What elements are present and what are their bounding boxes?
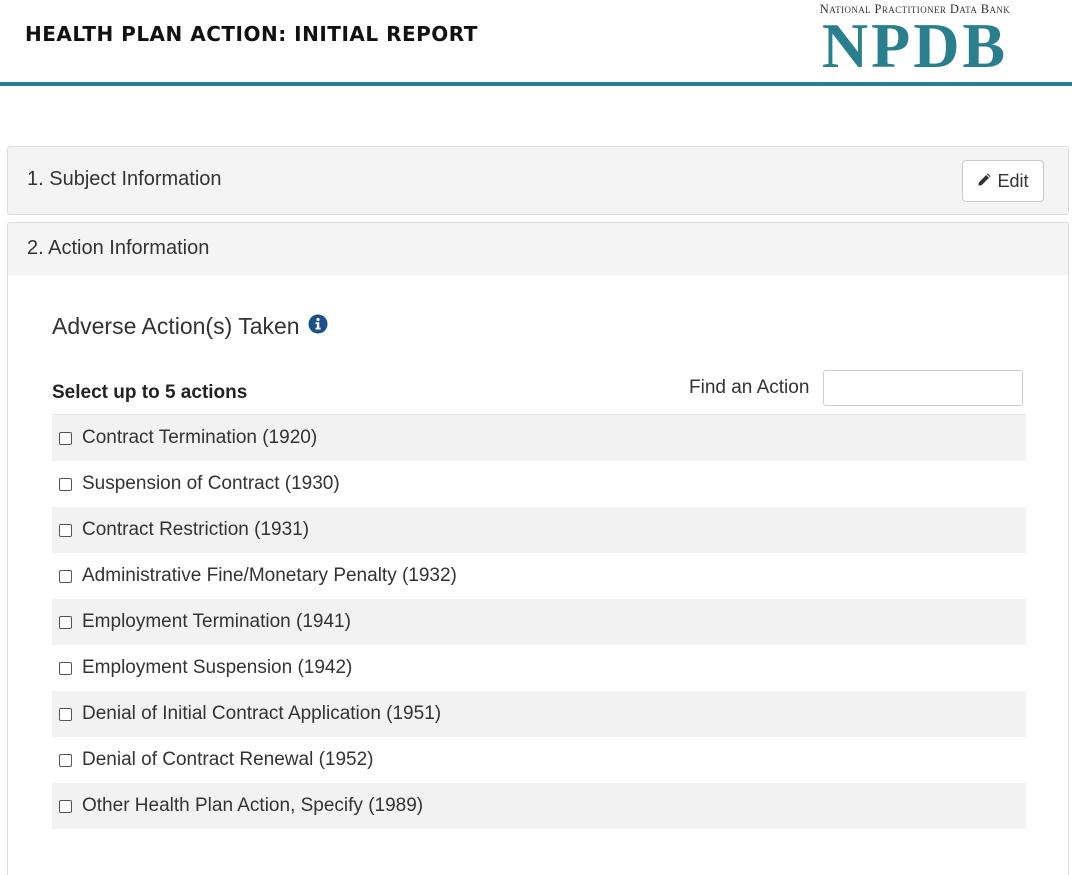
- action-item-other-health-plan-action[interactable]: Other Health Plan Action, Specify (1989): [52, 783, 1026, 829]
- adverse-actions-heading: Adverse Action(s) Taken: [52, 313, 328, 340]
- action-item-denial-initial-contract[interactable]: Denial of Initial Contract Application (…: [52, 691, 1026, 737]
- action-item-administrative-fine[interactable]: Administrative Fine/Monetary Penalty (19…: [52, 553, 1026, 599]
- logo-subtitle: National Practitioner Data Bank: [819, 2, 1011, 16]
- action-item-label[interactable]: Other Health Plan Action, Specify (1989): [82, 795, 424, 816]
- action-information-panel-header[interactable]: 2. Action Information: [7, 222, 1069, 276]
- edit-button-label: Edit: [997, 170, 1029, 191]
- action-item-employment-termination[interactable]: Employment Termination (1941): [52, 599, 1026, 645]
- adverse-actions-heading-text: Adverse Action(s) Taken: [52, 313, 300, 339]
- action-checkbox[interactable]: [59, 799, 72, 813]
- select-limit-label: Select up to 5 actions: [52, 382, 248, 403]
- logo-wordmark: NPDB: [821, 10, 1009, 81]
- action-item-contract-termination[interactable]: Contract Termination (1920): [52, 415, 1026, 461]
- page-title: HEALTH PLAN ACTION: INITIAL REPORT: [25, 22, 478, 46]
- find-action-input[interactable]: [823, 370, 1023, 406]
- action-item-label[interactable]: Contract Restriction (1931): [82, 519, 310, 540]
- action-item-label[interactable]: Denial of Contract Renewal (1952): [82, 749, 374, 770]
- action-information-body: Adverse Action(s) Taken Select up to 5 a…: [7, 275, 1069, 875]
- action-checkbox[interactable]: [59, 523, 72, 537]
- action-item-employment-suspension[interactable]: Employment Suspension (1942): [52, 645, 1026, 691]
- action-checkbox[interactable]: [59, 661, 72, 675]
- action-checkbox[interactable]: [59, 477, 72, 491]
- action-item-label[interactable]: Suspension of Contract (1930): [82, 473, 340, 494]
- subject-information-panel[interactable]: 1. Subject Information Edit: [7, 146, 1069, 215]
- action-item-suspension-of-contract[interactable]: Suspension of Contract (1930): [52, 461, 1026, 507]
- pencil-icon: [977, 171, 992, 192]
- subject-information-title[interactable]: 1. Subject Information: [27, 168, 222, 190]
- action-item-denial-contract-renewal[interactable]: Denial of Contract Renewal (1952): [52, 737, 1026, 783]
- edit-button[interactable]: Edit: [962, 160, 1044, 202]
- action-information-title[interactable]: 2. Action Information: [27, 237, 210, 259]
- action-checkbox[interactable]: [59, 569, 72, 583]
- info-circle-icon[interactable]: [308, 313, 328, 340]
- action-checkbox[interactable]: [59, 431, 72, 445]
- action-checkbox[interactable]: [59, 707, 72, 721]
- page-header: HEALTH PLAN ACTION: INITIAL REPORT Natio…: [0, 0, 1072, 86]
- action-item-label[interactable]: Administrative Fine/Monetary Penalty (19…: [82, 565, 457, 586]
- action-item-label[interactable]: Denial of Initial Contract Application (…: [82, 703, 442, 724]
- action-item-label[interactable]: Employment Suspension (1942): [82, 657, 353, 678]
- find-action-label: Find an Action: [689, 377, 810, 398]
- action-checkbox[interactable]: [59, 615, 72, 629]
- npdb-logo: National Practitioner Data Bank NPDB: [800, 2, 1030, 81]
- action-item-label[interactable]: Employment Termination (1941): [82, 611, 351, 632]
- action-item-label[interactable]: Contract Termination (1920): [82, 427, 318, 448]
- action-item-contract-restriction[interactable]: Contract Restriction (1931): [52, 507, 1026, 553]
- action-checkbox[interactable]: [59, 753, 72, 767]
- adverse-action-list: Contract Termination (1920) Suspension o…: [52, 414, 1026, 829]
